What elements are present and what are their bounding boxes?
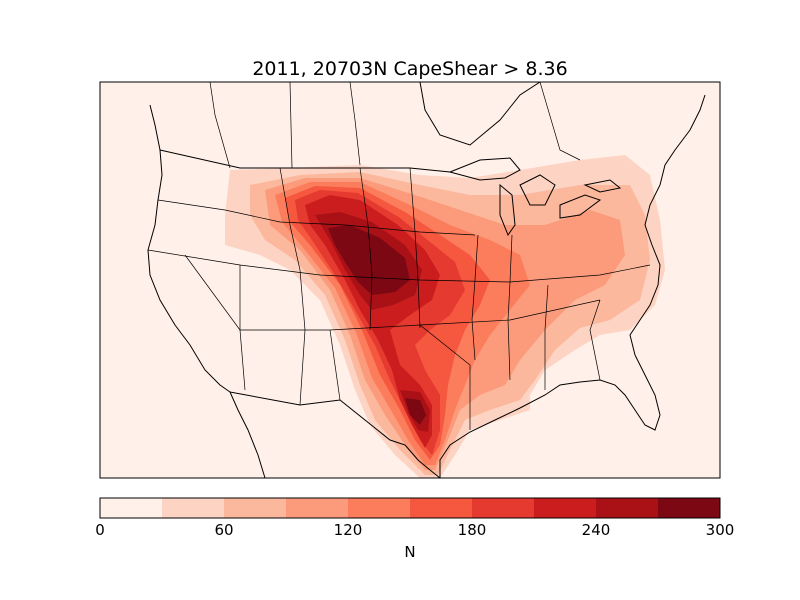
province-lines: [209, 82, 581, 169]
colorbar-tick-300: 300: [706, 521, 735, 539]
colorbar-tick-0: 0: [95, 521, 105, 539]
hudson-bay-coast: [419, 82, 541, 146]
colorbar-bin-4: [348, 498, 410, 518]
colorbar: [99, 497, 721, 519]
contour-270: [328, 225, 426, 425]
colorbar-tick-240: 240: [582, 521, 611, 539]
coastline-layer: [147, 82, 706, 478]
east-coastline: [629, 94, 706, 356]
colorbar-frame: [99, 497, 721, 519]
colorbar-bin-7: [534, 498, 596, 518]
colorbar-bin-0: [100, 498, 162, 518]
map-frame: [99, 81, 721, 479]
west-coastline: [147, 104, 231, 393]
colorbar-bin-1: [162, 498, 224, 518]
map-title: 2011, 20703N CapeShear > 8.36: [252, 58, 567, 80]
canada-us-border: [159, 149, 451, 173]
baja-coastline: [229, 391, 266, 478]
colorbar-bin-8: [596, 498, 658, 518]
colorbar-label: N: [404, 543, 415, 561]
mexico-us-border: [229, 391, 406, 446]
map-panel: [99, 81, 721, 479]
colorbar-bin-3: [286, 498, 348, 518]
colorbar-tick-120: 120: [334, 521, 363, 539]
colorbar-tick-60: 60: [214, 521, 233, 539]
colorbar-bin-9: [658, 498, 720, 518]
colorbar-bin-5: [410, 498, 472, 518]
colorbar-bin-6: [472, 498, 534, 518]
colorbar-tick-labels: 0 60 120 180 240 300: [95, 521, 734, 539]
great-lakes: [448, 157, 622, 237]
colorbar-tick-180: 180: [458, 521, 487, 539]
colorbar-bin-2: [224, 498, 286, 518]
state-lines: [147, 167, 651, 430]
mexico-coastline: [404, 444, 441, 478]
